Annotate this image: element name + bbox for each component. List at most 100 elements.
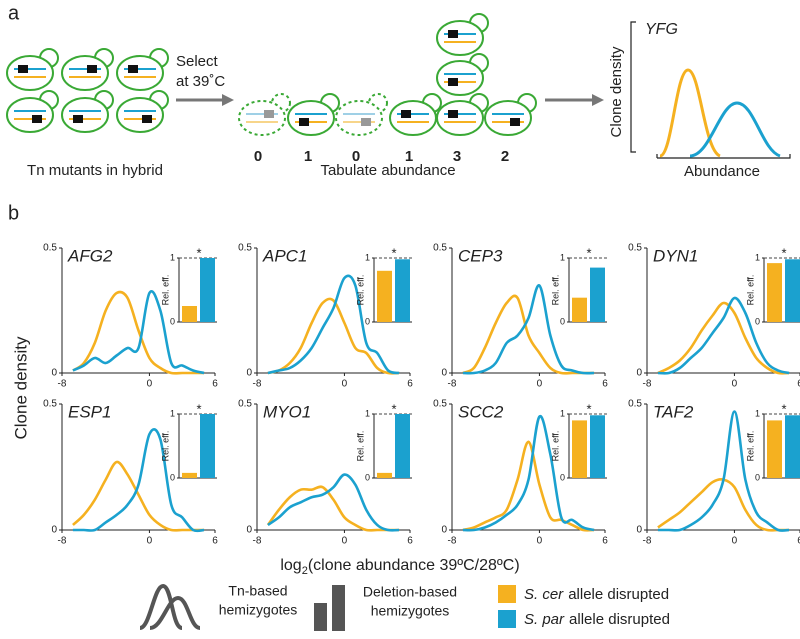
inset-bar (767, 263, 782, 322)
inset-bar (200, 414, 215, 478)
cell-body (6, 97, 54, 133)
inset-ylabel: Rel. eff. (355, 275, 365, 306)
x-axis-label-subscript: 2 (302, 565, 308, 577)
x-axis-label-rest: (clone abundance 39ºC/28ºC) (308, 557, 520, 574)
density-curve (72, 290, 205, 375)
transposon (510, 118, 520, 126)
y-tick-label: 0 (246, 525, 252, 536)
inset-bar (785, 415, 800, 478)
transposon (32, 115, 42, 123)
inset-bar (785, 259, 800, 322)
density-curve (72, 460, 205, 532)
inset-y-tick-label: 1 (365, 408, 370, 418)
inset-y-tick-label: 0 (170, 316, 175, 326)
inset-bar (572, 420, 587, 478)
legend-icon-bar (332, 585, 345, 631)
x-tick-label: 0 (537, 379, 543, 390)
y-tick-label: 0 (246, 368, 252, 379)
y-tick-label: 0 (51, 525, 57, 536)
cell-body (436, 100, 484, 136)
inset-y-tick-label: 0 (755, 472, 760, 482)
cell-body (436, 60, 484, 96)
y-tick-label: 0 (51, 368, 57, 379)
inset-y-tick-label: 1 (170, 408, 175, 418)
abundance-count: 1 (304, 148, 312, 165)
yeast-cell (436, 13, 489, 56)
density-curve (462, 294, 595, 375)
x-tick-label: 0 (732, 379, 738, 390)
significance: * (586, 401, 591, 416)
chart-title: MYO1 (263, 402, 311, 421)
cell-body (335, 100, 383, 136)
transposon (87, 65, 97, 73)
transposon (128, 65, 138, 73)
x-tick-label: 6 (797, 379, 800, 390)
inset-bar (590, 415, 605, 478)
schematic-xlabel: Abundance (684, 163, 760, 180)
inset-bar (395, 259, 410, 322)
inset-bar (395, 414, 410, 478)
x-tick-label: 6 (797, 536, 800, 547)
abundance-count: 3 (453, 148, 461, 165)
legend-text: Tn-based (228, 583, 287, 599)
x-tick-label: -8 (643, 379, 652, 390)
transposon (448, 30, 458, 38)
yeast-cell (484, 93, 537, 136)
density-curve (267, 297, 400, 375)
inset-y-tick-label: 1 (560, 408, 565, 418)
cell-body (484, 100, 532, 136)
legend-desc: allele disrupted (568, 586, 669, 603)
density-curve (657, 296, 790, 375)
density-curve (267, 274, 400, 375)
transposon (299, 118, 309, 126)
abundance-count: 1 (405, 148, 413, 165)
significance: * (196, 245, 201, 260)
x-tick-label: -8 (448, 536, 457, 547)
significance: * (586, 245, 591, 260)
inset-ylabel: Rel. eff. (550, 431, 560, 462)
yeast-cell (61, 90, 114, 133)
significance: * (196, 401, 201, 416)
caption: Tn mutants in hybrid (27, 162, 163, 179)
inset-y-tick-label: 1 (365, 252, 370, 262)
x-axis-label-base: log (280, 557, 301, 574)
inset-y-tick-label: 0 (560, 472, 565, 482)
transposon (401, 110, 411, 118)
x-tick-label: 6 (407, 536, 413, 547)
x-tick-label: 6 (602, 536, 608, 547)
inset-ylabel: Rel. eff. (160, 431, 170, 462)
y-tick-label: 0 (636, 368, 642, 379)
y-tick-label: 0 (441, 525, 447, 536)
cell-body (61, 97, 109, 133)
schematic-curve (659, 68, 721, 158)
inset-ylabel: Rel. eff. (160, 275, 170, 306)
arrow-label: at 39˚C (176, 73, 225, 90)
chart-title: DYN1 (653, 246, 698, 265)
density-curve (267, 473, 400, 532)
y-tick-label: 0.5 (238, 399, 252, 410)
chart-title: SCC2 (458, 402, 504, 421)
yeast-cell (287, 93, 340, 136)
legend-swatch (498, 585, 516, 603)
x-tick-label: 6 (212, 379, 218, 390)
significance: * (391, 401, 396, 416)
inset-bar (590, 267, 605, 322)
y-tick-label: 0.5 (628, 243, 642, 254)
yeast-cell (6, 90, 59, 133)
cell-body (389, 100, 437, 136)
inset-bar (182, 472, 197, 478)
cell-body (61, 55, 109, 91)
inset-y-tick-label: 0 (365, 472, 370, 482)
y-axis-label: Clone density (11, 336, 30, 440)
density-curve (657, 301, 790, 375)
x-tick-label: -8 (643, 536, 652, 547)
inset-y-tick-label: 1 (755, 252, 760, 262)
chart-title: TAF2 (653, 402, 694, 421)
density-curve (72, 428, 205, 533)
significance: * (781, 245, 786, 260)
x-tick-label: 6 (212, 536, 218, 547)
legend-label: S. par allele disrupted (524, 611, 670, 628)
inset-bar (572, 297, 587, 322)
